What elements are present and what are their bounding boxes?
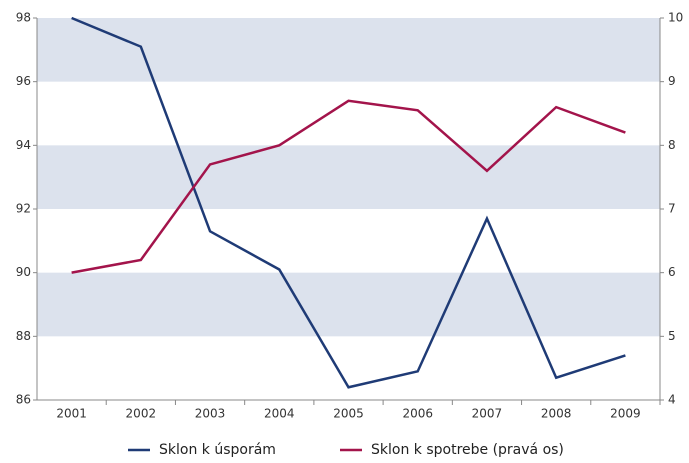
x-tick-label: 2006	[402, 407, 433, 421]
x-tick-label: 2004	[264, 407, 295, 421]
y-tick-label: 98	[16, 11, 31, 25]
y2-tick-label: 7	[668, 202, 676, 216]
legend-label: Sklon k spotrebe (pravá os)	[371, 442, 564, 458]
x-tick-label: 2003	[195, 407, 226, 421]
y2-tick-label: 8	[668, 138, 676, 152]
grid-band	[37, 18, 660, 82]
y2-tick-label: 4	[668, 393, 676, 407]
legend-label: Sklon k úsporám	[159, 442, 276, 458]
x-tick-label: 2001	[56, 407, 87, 421]
y-tick-label: 94	[16, 138, 31, 152]
y2-tick-label: 9	[668, 74, 676, 88]
y2-tick-label: 10	[668, 11, 683, 25]
x-tick-label: 2002	[126, 407, 157, 421]
y-tick-label: 92	[16, 202, 31, 216]
grid-band	[37, 272, 660, 337]
y2-tick-label: 5	[668, 329, 676, 343]
grid-band	[37, 145, 660, 209]
x-tick-label: 2007	[472, 407, 503, 421]
series-line	[71, 16, 626, 389]
series-line	[71, 99, 626, 274]
x-tick-label: 2008	[541, 407, 572, 421]
y-tick-label: 88	[16, 329, 31, 343]
y-tick-label: 86	[16, 393, 31, 407]
legend: Sklon k úsporám Sklon k spotrebe (pravá o…	[128, 442, 564, 458]
y2-tick-label: 6	[668, 265, 676, 279]
y-tick-label: 96	[16, 74, 31, 88]
y-tick-label: 90	[16, 265, 31, 279]
x-tick-label: 2005	[333, 407, 364, 421]
x-tick-label: 2009	[610, 407, 641, 421]
